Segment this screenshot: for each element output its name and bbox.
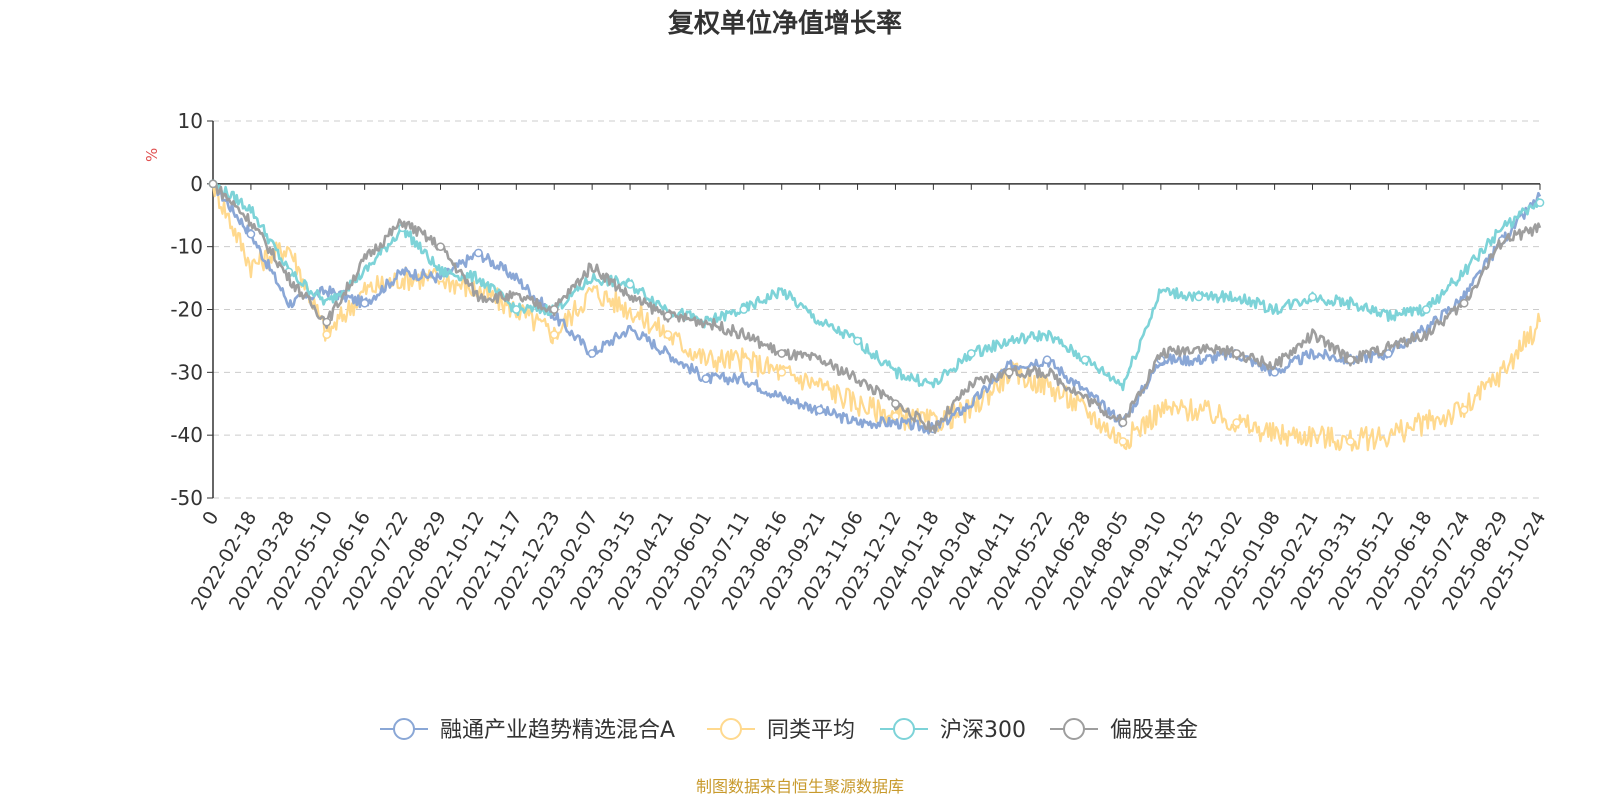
y-tick-label: -30	[170, 360, 203, 384]
data-point-marker	[322, 330, 332, 339]
legend-label: 融通产业趋势精选混合A	[440, 718, 675, 743]
data-point-marker	[1118, 437, 1128, 446]
data-point-marker	[1535, 198, 1545, 208]
data-point-marker	[1118, 418, 1128, 427]
data-point-marker	[966, 349, 976, 358]
series-line	[211, 181, 1542, 392]
data-point-marker	[815, 405, 824, 415]
legend-swatch-marker	[720, 718, 742, 740]
y-tick-labels: 10 0 -10 -20 -30 -40 -50	[170, 109, 203, 510]
data-point-marker	[322, 317, 332, 327]
y-tick-label: -10	[170, 235, 203, 259]
data-point-marker	[701, 374, 711, 383]
data-point-marker	[891, 411, 900, 421]
series-line	[212, 182, 1542, 434]
series-lines	[208, 179, 1545, 452]
chart-title: 复权单位净值增长率	[668, 8, 902, 39]
y-tick-label: 0	[190, 172, 203, 196]
data-point-marker	[549, 305, 559, 314]
data-point-marker	[1459, 298, 1469, 308]
series-line	[211, 181, 1542, 452]
x-tick-label: 0	[198, 508, 223, 529]
data-point-marker	[549, 330, 559, 339]
legend-swatch-marker	[893, 718, 915, 740]
data-point-marker	[739, 305, 749, 314]
data-point-marker	[246, 229, 256, 239]
data-point-marker	[777, 367, 787, 377]
legend-swatch-marker	[393, 718, 415, 740]
legend: 融通产业趋势精选混合A 同类平均 沪深300 偏股基金	[380, 718, 1198, 743]
data-point-marker	[436, 242, 445, 252]
y-tick-label: -40	[170, 423, 203, 447]
data-point-marker	[891, 399, 900, 409]
data-point-marker	[1346, 355, 1355, 365]
data-point-marker	[474, 248, 483, 258]
series-line	[211, 180, 1542, 435]
data-point-marker	[625, 280, 635, 289]
data-point-marker	[1232, 349, 1242, 358]
y-tick-label: -50	[170, 486, 203, 510]
grid-lines	[213, 120, 1540, 499]
data-point-marker	[1004, 367, 1014, 377]
data-point-marker	[511, 305, 521, 314]
data-point-marker	[1080, 355, 1090, 365]
data-point-marker	[853, 336, 862, 346]
y-tick-label: 10	[178, 109, 203, 133]
legend-label: 沪深300	[940, 718, 1026, 743]
x-tick-labels: 02022-02-182022-03-282022-05-102022-06-1…	[187, 508, 1550, 615]
data-point-marker	[1232, 418, 1242, 427]
legend-swatch-marker	[1063, 718, 1085, 740]
data-source-note: 制图数据来自恒生聚源数据库	[696, 777, 904, 796]
y-axis-unit-label: %	[143, 148, 161, 162]
data-point-marker	[1346, 437, 1355, 446]
data-point-marker	[1421, 305, 1431, 314]
data-point-marker	[1459, 405, 1469, 415]
data-point-marker	[663, 311, 673, 321]
data-point-marker	[1042, 355, 1052, 365]
data-point-marker	[208, 179, 218, 189]
legend-label: 同类平均	[767, 718, 855, 743]
data-point-marker	[360, 298, 370, 308]
legend-label: 偏股基金	[1110, 718, 1198, 743]
data-point-marker	[777, 349, 787, 358]
data-point-marker	[1308, 292, 1317, 302]
data-point-marker	[1383, 349, 1393, 358]
data-point-marker	[663, 330, 673, 339]
y-tick-label: -20	[170, 298, 203, 322]
data-point-marker	[1194, 292, 1204, 302]
data-point-marker	[587, 349, 597, 358]
